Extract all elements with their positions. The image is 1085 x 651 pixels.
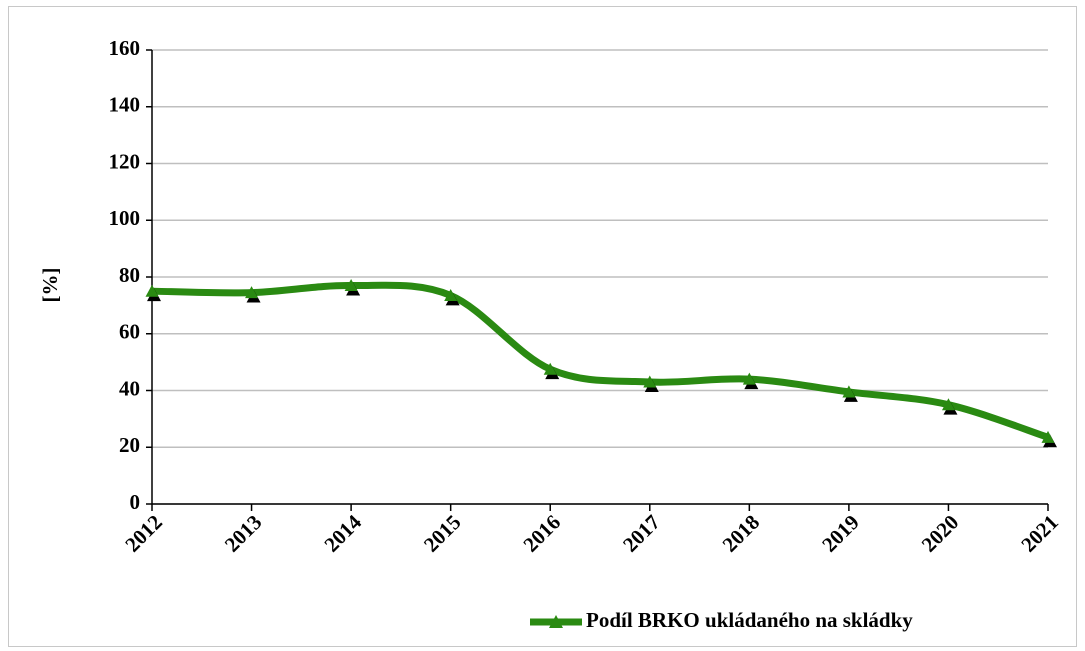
y-tick-label: 120 [109,149,141,173]
chart-frame [8,6,1077,647]
y-tick-label: 80 [119,263,140,287]
series-line [151,281,1050,441]
data-marker [941,398,958,415]
marker-shape [742,372,756,385]
data-marker [742,372,759,390]
marker-shape [1041,430,1055,443]
marker-shape [543,362,557,375]
marker-shape [941,398,955,411]
data-marker [245,286,261,303]
y-tick-label: 140 [109,93,141,117]
marker-shape [145,284,159,297]
legend-label: Podíl BRKO ukládaného na skládky [586,608,913,632]
marker-shape [842,385,856,398]
y-tick-label: 40 [119,376,140,400]
data-marker [145,284,161,302]
marker-shape [643,375,657,388]
data-marker [344,279,361,296]
y-axis-label: [%] [38,268,62,303]
data-marker [643,375,659,392]
y-tick-label: 100 [109,206,141,230]
legend-marker [549,615,563,628]
marker-shape [245,286,259,299]
y-tick-label: 0 [130,490,141,514]
y-tick-label: 160 [109,36,141,60]
data-marker [1041,430,1057,448]
legend-marker-shape [549,615,563,628]
marker-shape [444,288,458,301]
data-marker [444,288,460,306]
marker-shape [344,279,358,292]
y-tick-label: 20 [119,433,140,457]
data-marker [543,362,560,380]
data-marker [842,385,858,402]
y-tick-label: 60 [119,320,140,344]
